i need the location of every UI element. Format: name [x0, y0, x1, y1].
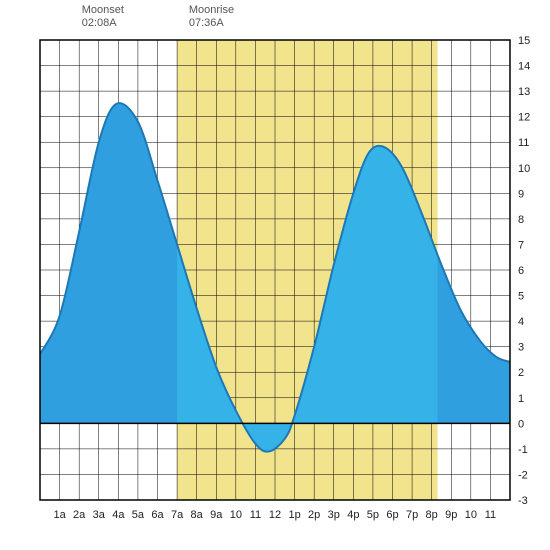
y-tick-label: -2	[518, 469, 528, 481]
y-tick-label: 1	[518, 393, 524, 405]
x-tick-label: 7p	[406, 509, 418, 521]
x-tick-label: 4p	[347, 509, 359, 521]
y-tick-label: 7	[518, 239, 524, 251]
x-tick-label: 5a	[132, 509, 145, 521]
x-tick-label: 3p	[328, 509, 340, 521]
y-tick-label: 0	[518, 418, 524, 430]
y-tick-label: 15	[518, 35, 530, 47]
x-tick-label: 11	[250, 509, 261, 521]
moonset-label: Moonset 02:08A	[82, 4, 124, 30]
y-tick-label: 8	[518, 214, 524, 226]
chart-svg: 1a2a3a4a5a6a7a8a9a1011121p2p3p4p5p6p7p8p…	[0, 0, 550, 550]
y-tick-label: 14	[518, 61, 530, 73]
x-tick-label: 9a	[210, 509, 223, 521]
y-tick-label: 4	[518, 316, 524, 328]
x-tick-label: 5p	[367, 509, 379, 521]
moonrise-title: Moonrise	[189, 4, 234, 17]
y-tick-label: 9	[518, 188, 524, 200]
x-tick-label: 12	[269, 509, 281, 521]
x-tick-label: 8p	[426, 509, 438, 521]
y-tick-label: 2	[518, 367, 524, 379]
y-tick-label: 5	[518, 291, 524, 303]
x-tick-label: 1p	[288, 509, 300, 521]
x-tick-label: 1a	[53, 509, 66, 521]
x-tick-label: 10	[230, 509, 242, 521]
x-tick-label: 3a	[93, 509, 106, 521]
x-tick-label: 2a	[73, 509, 86, 521]
y-tick-label: 13	[518, 86, 530, 98]
y-tick-label: 10	[518, 163, 530, 175]
x-tick-label: 10	[465, 509, 477, 521]
x-tick-label: 8a	[191, 509, 204, 521]
x-tick-label: 6a	[151, 509, 164, 521]
tide-chart: Moonset 02:08A Moonrise 07:36A 1a 2a 3a 4a 5…	[0, 0, 550, 550]
moonrise-label: Moonrise 07:36A	[189, 4, 234, 30]
moonrise-time: 07:36A	[189, 17, 234, 30]
x-tick-label: 9p	[445, 509, 457, 521]
moonset-time: 02:08A	[82, 17, 124, 30]
y-tick-label: 12	[518, 112, 530, 124]
x-tick-label: 2p	[308, 509, 320, 521]
x-tick-label: 11	[485, 509, 496, 521]
x-tick-label: 7a	[171, 509, 184, 521]
y-tick-label: 6	[518, 265, 524, 277]
y-tick-label: 3	[518, 342, 524, 354]
x-tick-label: 6p	[386, 509, 398, 521]
x-tick-label: 4a	[112, 509, 125, 521]
y-tick-label: -1	[518, 444, 528, 456]
y-tick-label: 11	[518, 137, 529, 149]
moonset-title: Moonset	[82, 4, 124, 17]
y-tick-label: -3	[518, 495, 528, 507]
